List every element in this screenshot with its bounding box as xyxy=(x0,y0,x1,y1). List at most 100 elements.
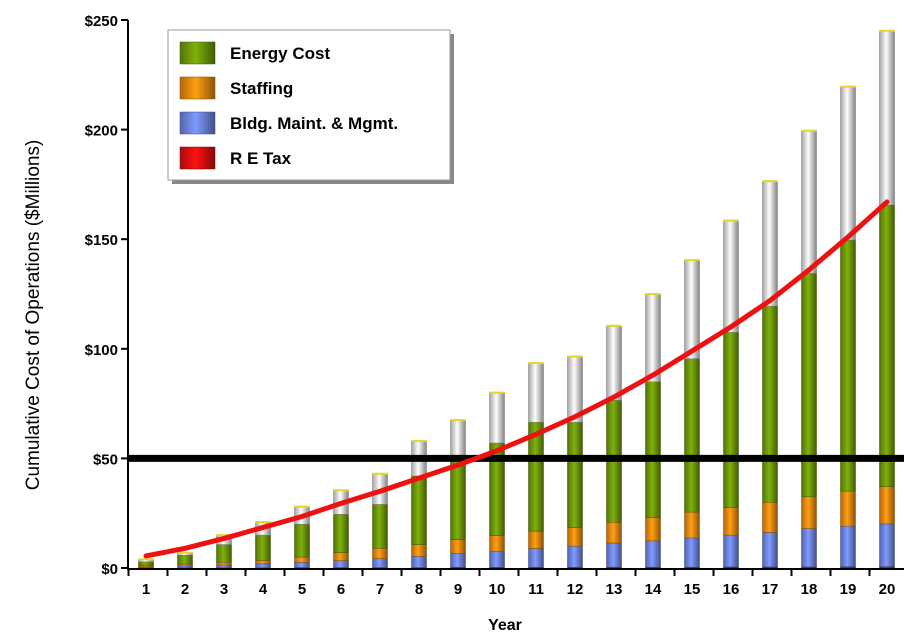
bar-energy-cost-year-3 xyxy=(216,544,232,563)
bar-remainder-year-19 xyxy=(840,86,856,241)
x-tick-label: 12 xyxy=(567,581,584,598)
bar-bldg-maint-mgmt-year-11 xyxy=(528,548,544,568)
bar-bldg-maint-mgmt-year-16 xyxy=(723,534,739,568)
x-tick-label: 14 xyxy=(645,581,662,598)
x-tick-label: 1 xyxy=(142,581,150,598)
bar-remainder-year-17 xyxy=(762,180,778,307)
legend-label-staffing: Staffing xyxy=(230,79,293,98)
x-tick-label: 9 xyxy=(454,581,462,598)
x-tick-label: 18 xyxy=(801,581,818,598)
bar-energy-cost-year-18 xyxy=(801,272,817,498)
bar-energy-cost-year-17 xyxy=(762,305,778,503)
y-tick-label: $100 xyxy=(85,342,118,359)
x-tick-label: 15 xyxy=(684,581,701,598)
bar-bldg-maint-mgmt-year-19 xyxy=(840,525,856,567)
legend-swatch-energy-cost xyxy=(179,41,216,65)
bar-bldg-maint-mgmt-year-7 xyxy=(372,558,388,568)
bar-energy-cost-year-19 xyxy=(840,239,856,492)
bar-cap-year-14 xyxy=(645,293,661,295)
bar-energy-cost-year-4 xyxy=(255,534,271,561)
bar-bldg-maint-mgmt-year-3 xyxy=(216,564,232,569)
legend-swatch-bldg-maint-mgmt xyxy=(179,111,216,135)
bar-bldg-maint-mgmt-year-20 xyxy=(879,523,895,567)
bar-cap-year-20 xyxy=(879,29,895,32)
trend-line xyxy=(143,199,890,559)
legend-swatch-r-e-tax xyxy=(179,146,216,170)
bar-bldg-maint-mgmt-year-5 xyxy=(294,562,310,568)
bar-bldg-maint-mgmt-year-13 xyxy=(606,542,622,568)
bar-cap-year-4 xyxy=(255,520,271,523)
x-tick-label: 7 xyxy=(376,581,384,598)
legend: Energy Cost Staffing Bldg. Maint. & Mgmt. R… xyxy=(167,29,454,184)
y-tick-label: $150 xyxy=(85,232,118,249)
bar-cap-year-17 xyxy=(762,180,778,183)
x-tick-label: 4 xyxy=(259,581,268,598)
bar-remainder-year-11 xyxy=(528,362,544,423)
x-tick-label: 16 xyxy=(723,581,740,598)
y-tick-label: $0 xyxy=(101,561,118,578)
bar-staffing-year-18 xyxy=(801,496,817,529)
bar-cap-year-15 xyxy=(684,259,700,262)
x-tick-label: 17 xyxy=(762,581,779,598)
bar-staffing-year-5 xyxy=(294,556,310,563)
x-tick-label: 8 xyxy=(415,581,423,598)
bar-energy-cost-year-5 xyxy=(294,523,310,558)
bar-staffing-year-4 xyxy=(255,560,271,565)
bar-staffing-year-3 xyxy=(216,562,232,566)
bar-staffing-year-20 xyxy=(879,486,895,525)
bar-energy-cost-year-16 xyxy=(723,332,739,508)
bar-energy-cost-year-14 xyxy=(645,381,661,518)
bar-remainder-year-14 xyxy=(645,293,661,382)
bar-cap-year-7 xyxy=(372,472,388,475)
bar-energy-cost-year-1 xyxy=(138,561,154,567)
bar-cap-year-11 xyxy=(528,362,544,365)
bar-staffing-year-2 xyxy=(177,563,193,567)
bar-staffing-year-12 xyxy=(567,527,583,547)
bar-staffing-year-14 xyxy=(645,517,661,542)
x-tick-label: 19 xyxy=(840,581,857,598)
bar-bldg-maint-mgmt-year-2 xyxy=(177,565,193,569)
bar-cap-year-1 xyxy=(138,558,154,561)
bar-bldg-maint-mgmt-year-6 xyxy=(333,560,349,568)
bar-staffing-year-9 xyxy=(450,539,466,554)
bar-cap-year-8 xyxy=(411,439,427,442)
x-tick-label: 20 xyxy=(879,581,896,598)
bar-staffing-year-7 xyxy=(372,548,388,559)
bar-bldg-maint-mgmt-year-18 xyxy=(801,528,817,568)
bar-energy-cost-year-8 xyxy=(411,475,427,545)
x-tick-label: 10 xyxy=(489,581,506,598)
bar-energy-cost-year-12 xyxy=(567,421,583,528)
bar-cap-year-12 xyxy=(567,355,583,358)
bar-staffing-year-6 xyxy=(333,552,349,561)
bar-staffing-year-11 xyxy=(528,530,544,549)
bar-bldg-maint-mgmt-year-17 xyxy=(762,532,778,568)
bar-remainder-year-10 xyxy=(489,392,505,444)
bar-energy-cost-year-2 xyxy=(177,555,193,565)
y-axis-title: Cumulative Cost of Operations ($Millions… xyxy=(23,140,44,491)
x-tick-label: 2 xyxy=(181,581,189,598)
bar-cap-year-10 xyxy=(489,391,505,394)
bar-staffing-year-17 xyxy=(762,501,778,533)
y-tick-label: $50 xyxy=(93,451,118,468)
bar-bldg-maint-mgmt-year-8 xyxy=(411,556,427,568)
bar-bldg-maint-mgmt-year-10 xyxy=(489,551,505,568)
bar-energy-cost-year-6 xyxy=(333,514,349,553)
bar-remainder-year-13 xyxy=(606,325,622,401)
bar-staffing-year-8 xyxy=(411,544,427,557)
bar-cap-year-6 xyxy=(333,489,349,492)
legend-swatch-staffing xyxy=(179,76,216,100)
x-tick-label: 13 xyxy=(606,581,623,598)
bar-staffing-year-16 xyxy=(723,507,739,536)
legend-label-energy-cost: Energy Cost xyxy=(230,44,330,63)
bar-bldg-maint-mgmt-year-12 xyxy=(567,545,583,568)
bar-remainder-year-18 xyxy=(801,130,817,274)
bar-bldg-maint-mgmt-year-9 xyxy=(450,553,466,568)
bar-remainder-year-20 xyxy=(879,30,895,206)
bar-cap-year-18 xyxy=(801,129,817,132)
bar-staffing-year-19 xyxy=(840,490,856,527)
bar-cap-year-5 xyxy=(294,505,310,508)
bar-energy-cost-year-9 xyxy=(450,461,466,540)
x-tick-label: 6 xyxy=(337,581,345,598)
bar-cap-year-9 xyxy=(450,419,466,422)
